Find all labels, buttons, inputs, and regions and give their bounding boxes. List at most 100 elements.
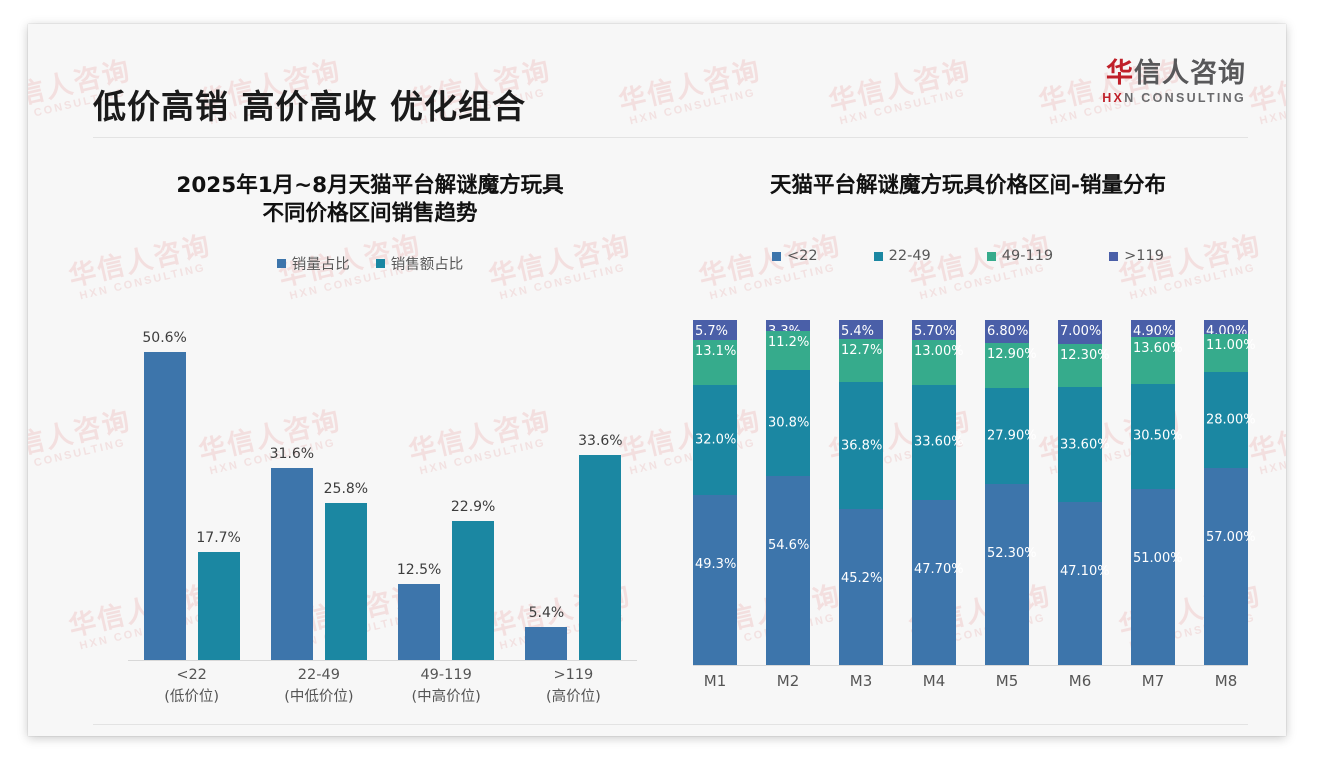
segment-value-label: 54.6% [768, 538, 810, 554]
bar-column[interactable]: 22.9% [450, 325, 496, 660]
legend-label: <22 [787, 248, 818, 265]
stacked-bar-column[interactable]: 5.7% 13.1% 32.0% 49.3% [693, 320, 737, 665]
stacked-bar-segment[interactable]: 5.4% [839, 320, 883, 339]
footer-copyright: ©2025.10 HXR华信人咨询 [93, 734, 250, 736]
bar-value-label: 22.9% [450, 499, 496, 515]
stacked-bar-segment[interactable]: 11.2% [766, 331, 810, 370]
stacked-bar-segment[interactable]: 28.00% [1204, 371, 1256, 469]
stacked-bar-segment[interactable]: 6.80% [985, 320, 1029, 344]
stacked-bar-segment[interactable]: 45.2% [839, 509, 883, 665]
stacked-bar-column[interactable]: 5.4% 12.7% 36.8% 45.2% [839, 320, 883, 665]
bar-rect[interactable] [579, 455, 622, 660]
stacked-bar-segment[interactable]: 47.70% [912, 500, 964, 665]
x-axis-tick: 22-49 (中低价位) [260, 665, 377, 709]
segment-value-label: 5.4% [841, 324, 875, 339]
left-chart-panel: 2025年1月~8月天猫平台解谜魔方玩具 不同价格区间销售趋势 销量占比 销售额占… [80, 150, 660, 705]
stacked-bar-segment[interactable]: 13.00% [912, 339, 964, 385]
stacked-bar-segment[interactable]: 49.3% [693, 495, 737, 665]
segment-value-label: 36.8% [841, 438, 883, 454]
left-chart-title-line2: 不同价格区间销售趋势 [262, 201, 478, 227]
bar-column[interactable]: 12.5% [397, 325, 441, 660]
bar-rect[interactable] [452, 521, 495, 660]
grouped-bar-plot-area: 50.6% 17.7% 31.6% 25.8% 12.5% 22.9% 5.4% 33.6% [128, 325, 637, 661]
segment-value-label: 12.7% [841, 342, 883, 358]
stacked-bar-segment[interactable]: 12.90% [985, 343, 1037, 388]
bar-column[interactable]: 33.6% [578, 325, 623, 660]
stacked-bar-segment[interactable]: 33.60% [1058, 386, 1110, 503]
stacked-bar-column[interactable]: 4.00% 11.00% 28.00% 57.00% [1204, 320, 1256, 665]
stacked-bar-segment[interactable]: 7.00% [1058, 320, 1102, 345]
stacked-bar-segment[interactable]: 3.3% [766, 320, 810, 339]
legend-item-right-0[interactable]: <22 [772, 248, 818, 264]
stacked-bar-column[interactable]: 3.3%11.2% 30.8% 54.6% [766, 320, 810, 665]
watermark-en: HXN CONSULTING [1258, 87, 1286, 128]
legend-item-left-0[interactable]: 销量占比 [276, 253, 350, 274]
segment-value-label: 52.30% [987, 546, 1037, 562]
stacked-bar-column[interactable]: 6.80% 12.90% 27.90% 52.30% [985, 320, 1037, 665]
stacked-bar-segment[interactable]: 5.7% [693, 320, 737, 340]
stacked-bar-segment[interactable]: 33.60% [912, 384, 964, 501]
bar-rect[interactable] [324, 503, 367, 660]
stacked-bar-segment[interactable]: 4.00% [1204, 320, 1248, 339]
segment-value-label: 33.60% [914, 434, 964, 450]
stacked-bar-segment[interactable]: 36.8% [839, 382, 883, 510]
legend-swatch-icon [873, 251, 883, 261]
bar-column[interactable]: 5.4% [525, 325, 568, 660]
stacked-bar-segment[interactable]: 57.00% [1204, 468, 1256, 665]
bar-rect[interactable] [270, 468, 313, 660]
x-axis-tick: M6 [1068, 672, 1092, 690]
bar-rect[interactable] [197, 552, 240, 660]
stacked-bar-segment[interactable]: 52.30% [985, 484, 1037, 665]
stacked-bar-x-axis: M1 M2 M3 M4 M5 M6 M7 M8 [693, 672, 1248, 690]
watermark-cn: 华信人咨询 [1245, 55, 1286, 118]
stacked-bar-segment[interactable]: 32.0% [693, 384, 737, 496]
segment-value-label: 4.90% [1133, 324, 1175, 339]
legend-item-right-2[interactable]: 49-119 [986, 248, 1053, 264]
segment-value-label: 30.50% [1133, 428, 1183, 444]
stacked-bar-chart: 5.7% 13.1% 32.0% 49.3% 3.3%11.2% 30.8% 54.6% 5.… [683, 320, 1258, 705]
stacked-bar-segment[interactable]: 4.90% [1131, 320, 1175, 339]
bar-column[interactable]: 25.8% [324, 325, 368, 660]
bar-rect[interactable] [143, 352, 186, 660]
stacked-bar-segment[interactable]: 27.90% [985, 387, 1037, 485]
legend-label: 销售额占比 [390, 256, 464, 273]
legend-item-left-1[interactable]: 销售额占比 [375, 253, 464, 274]
stacked-bar-segment[interactable]: 54.6% [766, 476, 810, 665]
bar-column[interactable]: 50.6% [142, 325, 187, 660]
stacked-bar-segment[interactable]: 30.8% [766, 370, 810, 477]
left-chart-title-line1: 2025年1月~8月天猫平台解谜魔方玩具 [176, 173, 564, 198]
legend-swatch-icon [375, 258, 385, 268]
segment-value-label: 6.80% [987, 324, 1029, 339]
stacked-bar-column[interactable]: 5.70% 13.00% 33.60% 47.70% [912, 320, 964, 665]
bar-column[interactable]: 17.7% [196, 325, 241, 660]
stacked-bar-column[interactable]: 4.90% 13.60% 30.50% 51.00% [1131, 320, 1183, 665]
x-axis-tick-sub: (高价位) [545, 688, 601, 705]
footer-website[interactable]: www.hxrcon.com [1139, 734, 1246, 736]
legend-item-right-1[interactable]: 22-49 [873, 248, 931, 264]
stacked-bar-segment[interactable]: 11.00% [1204, 333, 1256, 372]
stacked-bar-segment[interactable]: 30.50% [1131, 383, 1183, 490]
stacked-bar-segment[interactable]: 47.10% [1058, 502, 1110, 665]
x-axis-tick-main: >119 [553, 667, 594, 683]
bar-rect[interactable] [525, 627, 568, 660]
bar-column[interactable]: 31.6% [270, 325, 314, 660]
stacked-bar-segment[interactable]: 51.00% [1131, 489, 1183, 665]
bar-group: 5.4% 33.6% [515, 325, 632, 660]
stacked-bar-segment[interactable]: 13.1% [693, 339, 737, 385]
bar-rect[interactable] [398, 584, 441, 660]
stacked-bar-segment[interactable]: 12.30% [1058, 344, 1110, 387]
stacked-bar-column[interactable]: 7.00% 12.30% 33.60% 47.10% [1058, 320, 1110, 665]
x-axis-tick: M3 [849, 672, 873, 690]
legend-item-right-3[interactable]: >119 [1109, 248, 1164, 264]
segment-value-label: 11.2% [768, 335, 810, 351]
right-chart-title-line1: 天猫平台解谜魔方玩具价格区间-销量分布 [770, 173, 1166, 198]
bar-group: 50.6% 17.7% [133, 325, 250, 660]
segment-value-label: 28.00% [1206, 412, 1256, 428]
stacked-bar-segment[interactable]: 5.70% [912, 320, 956, 340]
legend-swatch-icon [986, 251, 996, 261]
stacked-bar-segment[interactable]: 13.60% [1131, 336, 1183, 384]
x-axis-tick: >119 (高价位) [515, 665, 632, 709]
stacked-bar-segment[interactable]: 12.7% [839, 338, 883, 383]
legend-swatch-icon [772, 251, 782, 261]
